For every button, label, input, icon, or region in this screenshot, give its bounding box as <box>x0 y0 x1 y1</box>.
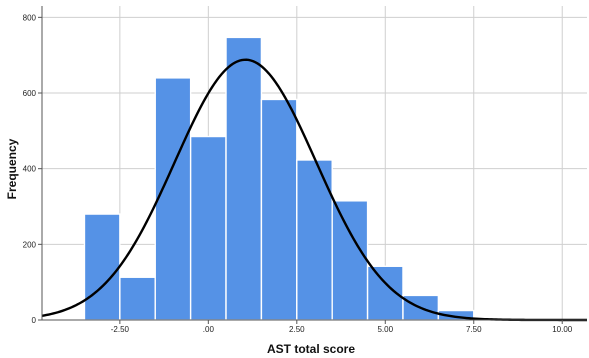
axes <box>41 6 587 321</box>
x-tick-label-5: 10.00 <box>552 325 573 334</box>
x-tick-label-4: 7.50 <box>466 325 482 334</box>
bar-2 <box>154 77 192 321</box>
tick-labels: -2.50 .00 2.50 5.00 7.50 10.00 0 200 400 600 800 <box>23 13 573 334</box>
x-axis-label: AST total score <box>267 342 355 356</box>
x-tick-label-1: .00 <box>203 325 215 334</box>
y-axis-label: Frequency <box>5 138 19 199</box>
y-tick-label-2: 400 <box>23 165 37 174</box>
x-tick-label-3: 5.00 <box>377 325 393 334</box>
bar-0 <box>83 213 121 321</box>
bar-5 <box>260 98 298 321</box>
bar-4 <box>225 36 263 321</box>
bar-7 <box>331 200 369 321</box>
bar-1 <box>119 276 156 321</box>
y-tick-label-4: 800 <box>23 13 37 22</box>
x-tick-label-2: 2.50 <box>289 325 305 334</box>
y-tick-label-1: 200 <box>23 240 37 249</box>
bar-3 <box>189 135 227 321</box>
y-tick-label-0: 0 <box>32 316 37 325</box>
y-tick-label-3: 600 <box>23 89 37 98</box>
histogram-bars <box>83 36 510 321</box>
x-tick-label-0: -2.50 <box>111 325 130 334</box>
